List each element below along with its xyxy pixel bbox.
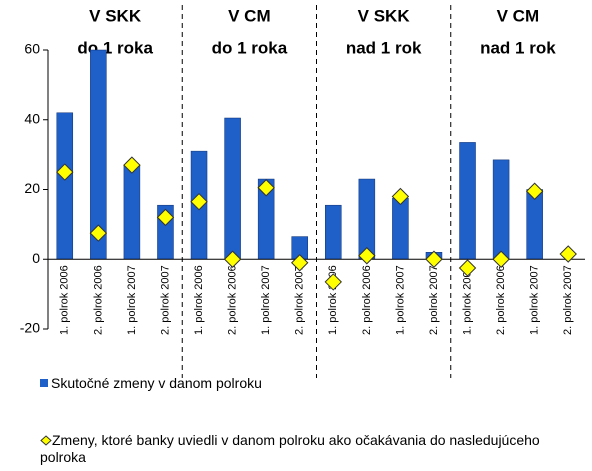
x-tick-label: 1. polrok 2007: [529, 265, 541, 335]
x-tick-label: 2. polrok 2007: [428, 265, 440, 335]
bar: [123, 164, 141, 260]
group-label: V CM: [228, 6, 271, 25]
legend-entry: Skutočné zmeny v danom polroku: [40, 375, 580, 392]
bar: [224, 117, 241, 260]
group-label: V SKK: [89, 6, 142, 25]
x-tick-label: 2. polrok 2006: [227, 265, 239, 335]
legend-swatch: [40, 435, 52, 446]
y-tick-label: 20: [24, 180, 40, 196]
legend-entry: Zmeny, ktoré banky uviedli v danom polro…: [40, 432, 585, 466]
group-label: V CM: [497, 6, 540, 25]
group-label: do 1 roka: [212, 38, 288, 57]
x-tick-label: 2. polrok 2007: [294, 265, 306, 335]
bar: [325, 204, 342, 260]
marker: [89, 224, 108, 242]
y-tick-label: 60: [24, 41, 40, 57]
legend-swatch: [40, 379, 48, 387]
marker: [123, 156, 141, 174]
x-tick-label: 1. polrok 2007: [126, 265, 138, 335]
marker: [492, 250, 510, 268]
group-label: nad 1 rok: [346, 38, 422, 57]
group-label: nad 1 rok: [480, 38, 556, 57]
legend-label: Skutočné zmeny v danom polroku: [51, 375, 262, 391]
x-tick-label: 2. polrok 2007: [159, 265, 171, 335]
group-label: do 1 roka: [77, 38, 153, 57]
y-tick-label: 0: [32, 250, 40, 266]
marker: [56, 163, 74, 181]
marker: [425, 250, 443, 268]
marker: [324, 273, 342, 291]
x-tick-label: 1. polrok 2007: [260, 265, 272, 335]
x-tick-label: 2. polrok 2006: [92, 265, 104, 335]
bar: [56, 112, 74, 260]
x-tick-label: 1. polrok 2006: [193, 265, 205, 335]
y-tick-label: -20: [20, 320, 40, 336]
marker: [525, 182, 544, 200]
legend-label: Zmeny, ktoré banky uviedli v danom polro…: [40, 432, 540, 465]
marker: [257, 179, 275, 197]
marker: [458, 259, 477, 277]
marker: [559, 245, 577, 263]
x-tick-label: 2. polrok 2006: [495, 265, 507, 335]
bar: [492, 159, 510, 260]
x-tick-label: 2. polrok 2006: [361, 265, 373, 335]
marker: [358, 247, 376, 265]
marker: [391, 187, 410, 206]
marker: [190, 192, 208, 211]
y-tick-label: 40: [24, 110, 40, 126]
x-tick-label: 2. polrok 2007: [562, 265, 574, 335]
bar: [392, 197, 409, 260]
x-tick-label: 1. polrok 2007: [394, 265, 406, 335]
group-label: V SKK: [358, 6, 411, 25]
bar: [526, 189, 543, 260]
x-tick-label: 1. polrok 2006: [59, 265, 71, 335]
marker: [291, 254, 309, 272]
marker: [156, 208, 175, 227]
x-tick-label: 1. polrok 2006: [461, 265, 473, 335]
bar: [459, 142, 476, 260]
marker: [223, 250, 242, 268]
